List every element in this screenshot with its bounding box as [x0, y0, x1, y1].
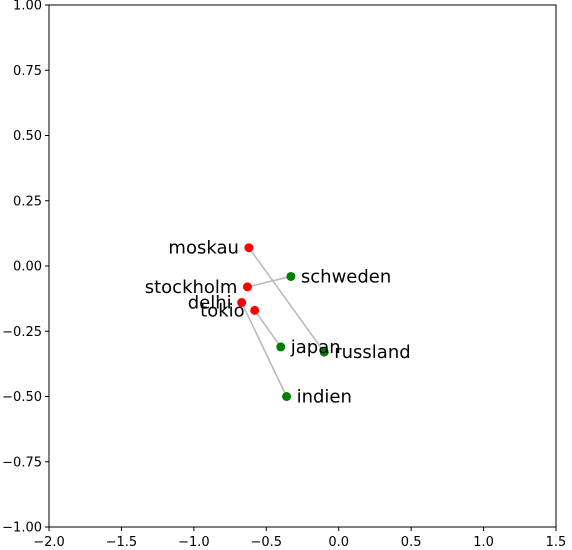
connector-stockholm-schweden — [247, 275, 292, 288]
x-tick-label: 0.0 — [328, 535, 349, 550]
point-delhi — [237, 298, 247, 308]
point-schweden — [286, 271, 296, 281]
point-tokio — [250, 305, 260, 315]
point-indien — [282, 392, 292, 401]
x-tick-label: −2.0 — [33, 535, 65, 550]
x-tick-label: 1.5 — [546, 535, 567, 550]
label-indien: indien — [297, 387, 352, 408]
connector-moskau-russland — [248, 247, 325, 353]
y-tick-label: 1.00 — [13, 0, 42, 14]
y-tick-label: 0.00 — [13, 260, 42, 275]
label-moskau: moskau — [168, 238, 238, 259]
y-tick-label: 0.25 — [13, 194, 42, 209]
x-tick-label: −1.0 — [178, 535, 210, 550]
y-tick-label: 0.50 — [13, 129, 42, 144]
connector-tokio-japan — [254, 309, 282, 348]
data-points — [237, 243, 329, 401]
point-stockholm — [242, 282, 252, 292]
label-schweden: schweden — [301, 266, 391, 287]
label-stockholm: stockholm — [145, 277, 238, 298]
y-tick-label: −0.75 — [2, 455, 42, 470]
x-axis-ticks: −2.0 −1.5 −1.0 −0.5 0.0 0.5 1.0 1.5 — [33, 527, 566, 550]
y-axis-ticks: −1.00 −0.75 −0.50 −0.25 0.00 0.25 0.50 0.75 1.00 — [2, 0, 49, 536]
x-tick-label: −0.5 — [250, 535, 282, 550]
connector-delhi-indien — [240, 302, 288, 397]
point-japan — [276, 342, 286, 352]
y-tick-label: −0.25 — [2, 325, 42, 340]
label-delhi: delhi — [188, 293, 232, 314]
x-tick-label: 0.5 — [401, 535, 422, 550]
connector-lines — [240, 247, 325, 397]
y-tick-label: −0.50 — [2, 390, 42, 405]
y-tick-label: 0.75 — [13, 64, 42, 79]
label-tokio: tokio — [200, 300, 245, 321]
point-moskau — [244, 243, 254, 253]
label-japan: japan — [290, 337, 341, 358]
x-tick-label: 1.0 — [473, 535, 494, 550]
label-russland: russland — [334, 342, 410, 363]
x-tick-label: −1.5 — [106, 535, 138, 550]
y-tick-label: −1.00 — [2, 521, 42, 536]
point-russland — [319, 347, 329, 357]
